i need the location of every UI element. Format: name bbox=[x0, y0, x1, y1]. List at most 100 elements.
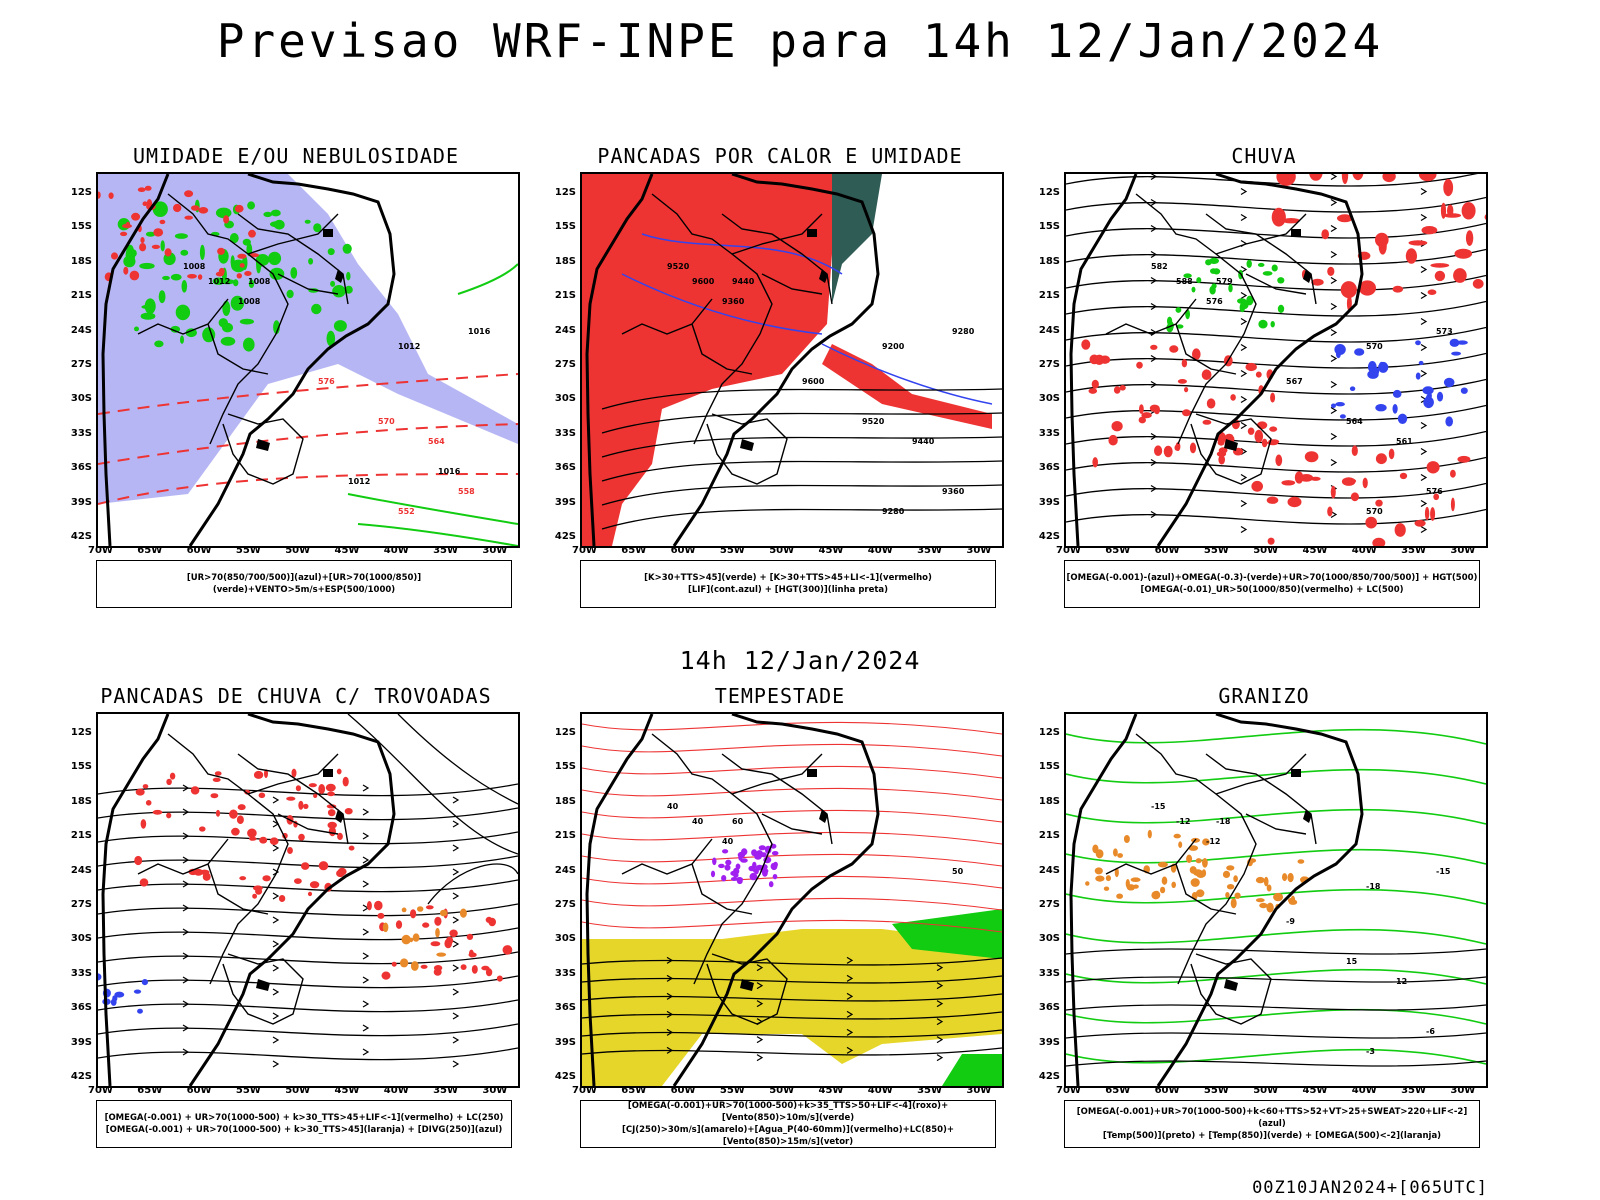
lon-tick-label: 70W bbox=[88, 545, 113, 556]
streamline-arrow bbox=[1420, 317, 1428, 326]
field-blob bbox=[1449, 338, 1460, 347]
streamline-arrow bbox=[1330, 198, 1338, 207]
field-blob bbox=[1414, 519, 1426, 527]
lon-tick-label: 70W bbox=[88, 1085, 113, 1096]
temp500-contour bbox=[1066, 1060, 1486, 1067]
field-blob bbox=[401, 934, 411, 945]
field-blob bbox=[1267, 537, 1275, 545]
streamline-arrow bbox=[272, 796, 280, 804]
lon-tick-label: 70W bbox=[572, 545, 597, 556]
panel-legend: [OMEGA(-0.001)+UR>70(1000-500)+k<60+TTS>… bbox=[1064, 1100, 1480, 1148]
field-blob bbox=[229, 233, 239, 244]
lat-tick-label: 36S bbox=[554, 1002, 576, 1014]
pw-contour bbox=[582, 875, 1002, 889]
coastline bbox=[585, 714, 880, 1086]
streamline-arrow bbox=[362, 976, 370, 984]
field-blob bbox=[449, 929, 458, 938]
contour-label: 9520 bbox=[667, 262, 690, 271]
lon-tick-label: 65W bbox=[137, 545, 163, 556]
field-blob bbox=[1266, 496, 1279, 504]
field-blob bbox=[1335, 402, 1345, 407]
field-blob bbox=[170, 273, 182, 281]
field-blob bbox=[1141, 412, 1152, 419]
country-borders bbox=[137, 733, 349, 1025]
field-blob bbox=[1191, 286, 1196, 293]
streamline bbox=[582, 1047, 1002, 1056]
jet-250-field bbox=[582, 929, 1002, 1086]
contour-label: 9440 bbox=[912, 437, 935, 446]
field-blob bbox=[1196, 277, 1202, 284]
streamline-arrow bbox=[362, 1048, 370, 1056]
field-blob bbox=[336, 869, 345, 878]
lon-tick-label: 65W bbox=[1105, 545, 1131, 556]
field-blob bbox=[1178, 841, 1183, 848]
lat-tick-label: 12S bbox=[554, 727, 576, 738]
streamline-arrow bbox=[182, 976, 190, 984]
field-blob bbox=[412, 933, 420, 942]
country-borders bbox=[621, 193, 833, 485]
contour-label: 558 bbox=[458, 487, 475, 496]
field-blob bbox=[1287, 872, 1294, 883]
field-blob bbox=[303, 803, 309, 809]
streamline-arrow bbox=[362, 832, 370, 840]
pw-contour bbox=[582, 787, 1002, 801]
field-blob bbox=[169, 772, 176, 780]
field-blob bbox=[184, 190, 194, 198]
field-blob bbox=[342, 243, 352, 254]
streamline-arrow bbox=[1420, 343, 1428, 352]
field-blob bbox=[771, 851, 779, 856]
field-blob bbox=[142, 784, 149, 789]
field-blob bbox=[108, 192, 114, 199]
field-blob bbox=[139, 878, 149, 887]
contour-label: 564 bbox=[1346, 417, 1363, 426]
streamline-arrow bbox=[182, 880, 190, 888]
field-blob bbox=[1256, 421, 1268, 430]
lat-tick-label: 21S bbox=[70, 290, 92, 302]
field-blob bbox=[1160, 886, 1166, 894]
lat-tick-label: 39S bbox=[1038, 1036, 1060, 1048]
contour-label: 9200 bbox=[882, 342, 905, 351]
field-blob bbox=[298, 833, 305, 841]
streamline-arrow bbox=[362, 880, 370, 888]
field-blob bbox=[1339, 414, 1346, 419]
field-blob bbox=[142, 201, 148, 206]
lon-tick-label: 70W bbox=[572, 1085, 597, 1096]
lon-tick-label: 60W bbox=[670, 1085, 696, 1096]
field-blob bbox=[164, 248, 172, 257]
field-blob bbox=[244, 271, 252, 276]
field-blob bbox=[1126, 884, 1136, 891]
field-blob bbox=[1218, 454, 1225, 465]
temp500-contour bbox=[1066, 1032, 1486, 1039]
field-blob bbox=[1088, 388, 1098, 394]
panel-title: PANCADAS POR CALOR E UMIDADE bbox=[597, 144, 963, 168]
panel-trovoadas: PANCADAS DE CHUVA C/ TROVOADAS 12S 15S 18S 2… bbox=[56, 684, 536, 1148]
panel-chuva: CHUVA 588 582 579 576 573 570 567 564 561 576 570 12… bbox=[1024, 144, 1504, 608]
panel-pancadas-calor: PANCADAS POR CALOR E UMIDADE 9600 9520 9440… bbox=[540, 144, 1020, 608]
panel-legend: [K>30+TTS>45](verde) + [K>30+TTS>45+LI<-… bbox=[580, 560, 996, 608]
field-blob bbox=[256, 257, 262, 274]
field-blob bbox=[291, 768, 297, 778]
streamline bbox=[1066, 248, 1486, 265]
field-blob bbox=[1311, 278, 1324, 286]
lon-tick-label: 45W bbox=[818, 545, 844, 556]
field-blob bbox=[160, 240, 165, 252]
main-title: Previsao WRF-INPE para 14h 12/Jan/2024 bbox=[216, 14, 1384, 68]
ki-tts-li-field-ocean bbox=[822, 344, 992, 429]
lat-tick-label: 27S bbox=[554, 899, 576, 910]
field-blob bbox=[1130, 877, 1141, 882]
contour-label: 1016 bbox=[438, 467, 461, 476]
field-blob bbox=[137, 1008, 143, 1014]
field-blob bbox=[348, 845, 355, 851]
field-blob bbox=[327, 821, 337, 829]
field-blob bbox=[422, 922, 430, 928]
streamline-arrow bbox=[182, 928, 190, 936]
streamline-arrow bbox=[182, 784, 190, 792]
field-blob bbox=[1341, 174, 1349, 185]
field-blob bbox=[1230, 394, 1236, 401]
lat-tick-label: 33S bbox=[1038, 967, 1060, 979]
field-blob bbox=[420, 964, 428, 969]
field-blob bbox=[377, 912, 385, 919]
streamline bbox=[1066, 300, 1486, 317]
country-borders bbox=[1105, 193, 1317, 485]
panel-legend: [OMEGA(-0.001) + UR>70(1000-500) + k>30_… bbox=[96, 1100, 512, 1148]
